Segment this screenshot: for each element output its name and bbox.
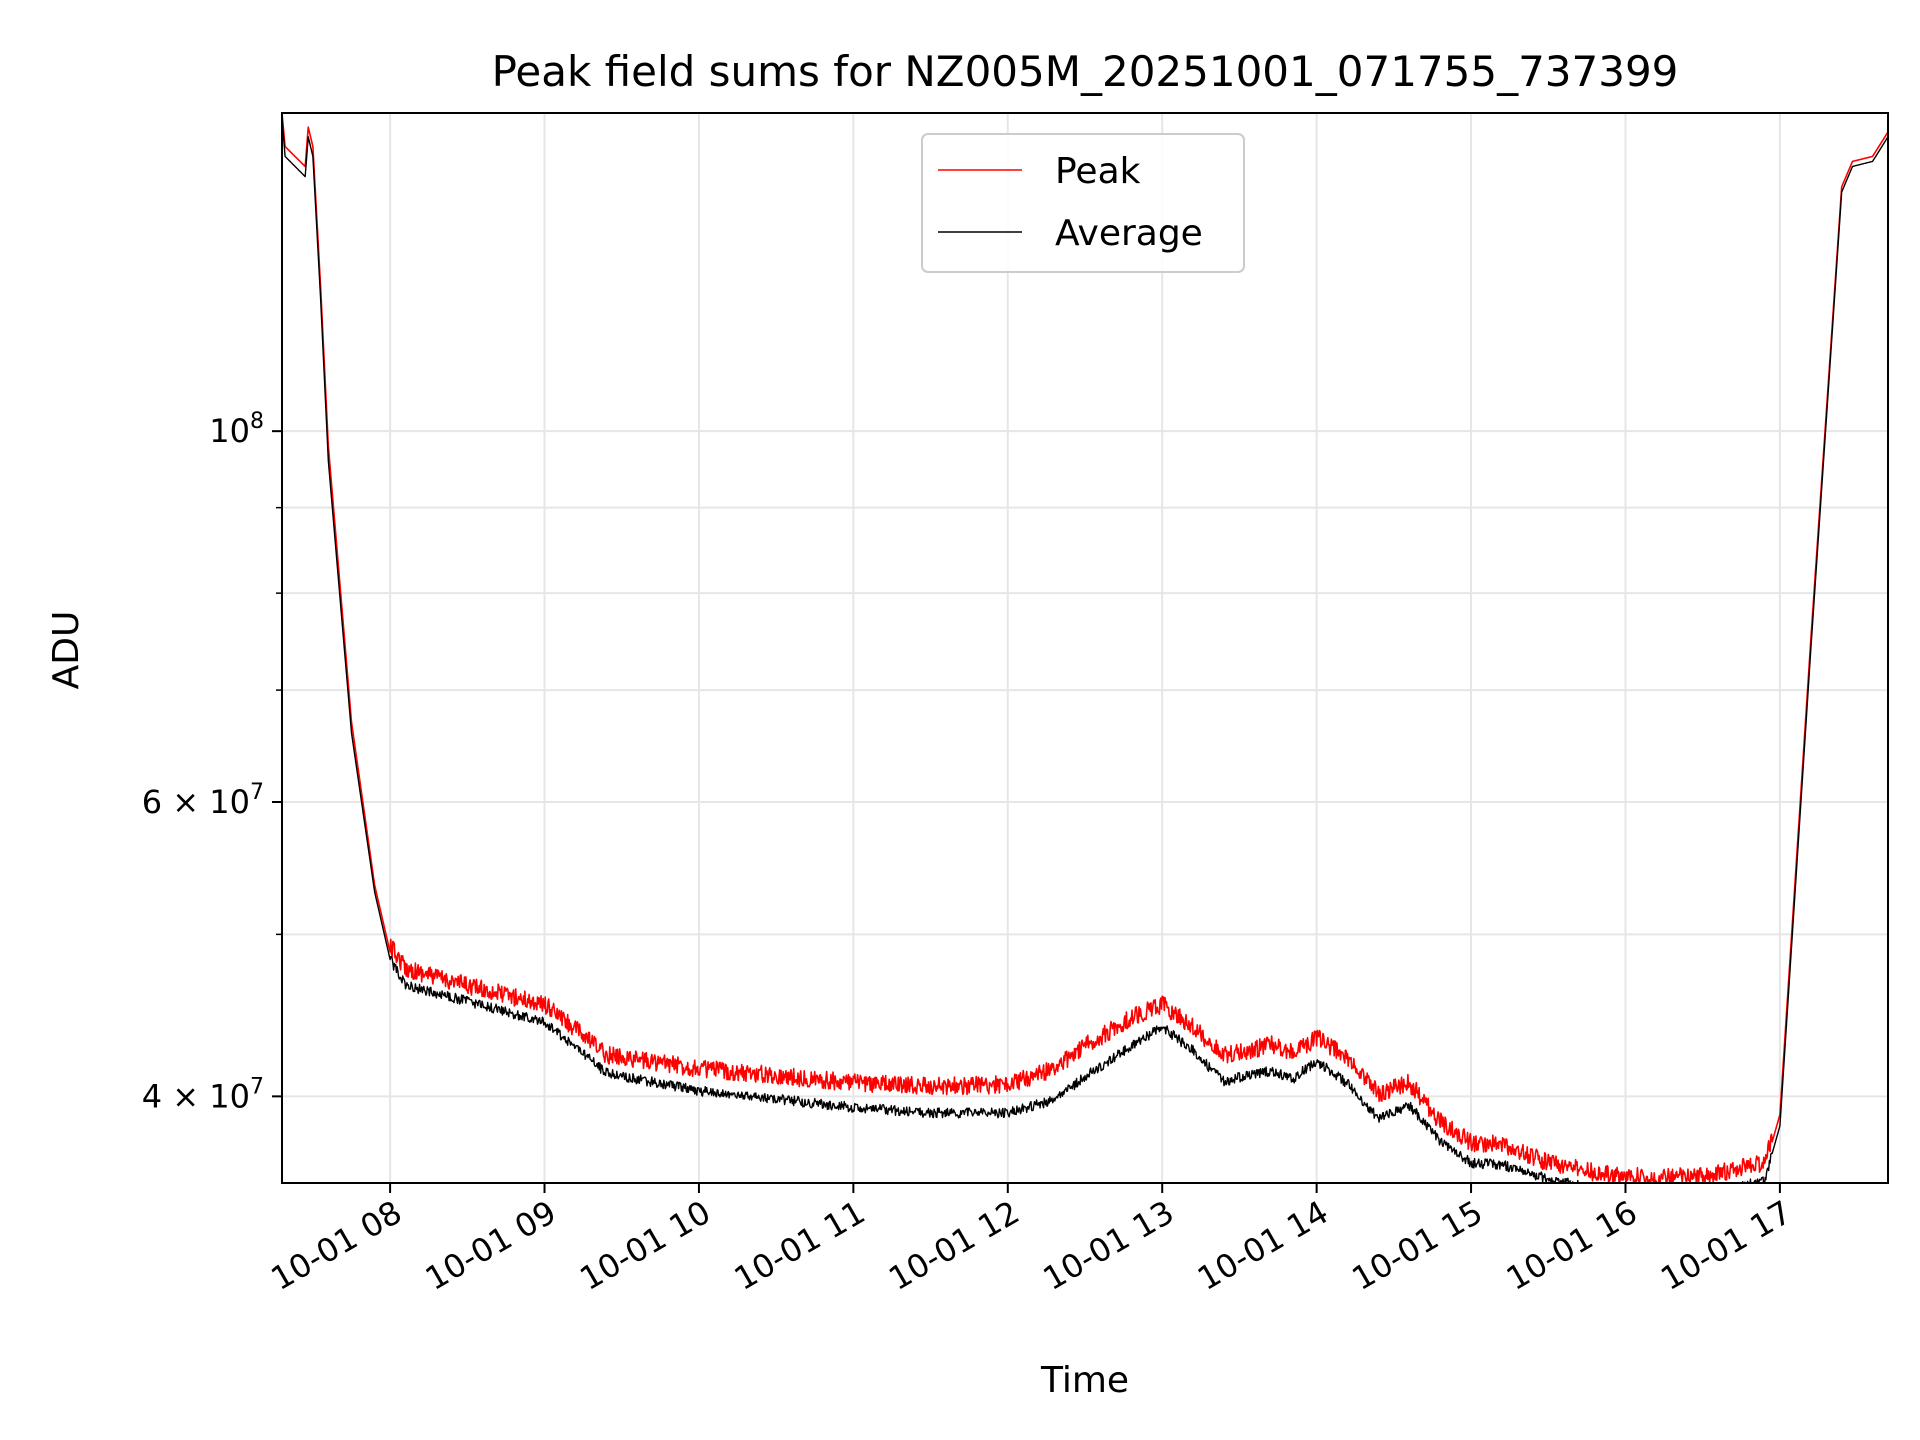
grid-layer [282, 113, 1888, 1183]
y-tick-label: 6 × 107 [142, 780, 264, 821]
plot-frame [281, 112, 1889, 1184]
legend-peak-label: Peak [1055, 151, 1141, 192]
plot-series-area [282, 113, 1888, 1183]
y-axis: 108 6 × 107 4 × 107 [142, 409, 282, 1115]
series-line-average [282, 117, 1888, 1183]
y-tick-label: 4 × 107 [142, 1074, 264, 1115]
legend-box [921, 133, 1245, 273]
x-axis-label: Time [1040, 1360, 1129, 1401]
legend: Peak Average [921, 133, 1245, 273]
series-layer [282, 113, 1888, 1183]
legend-average-label: Average [1055, 213, 1203, 254]
y-axis-label: ADU [46, 611, 87, 690]
chart-title: Peak field sums for NZ005M_20251001_0717… [492, 47, 1679, 96]
y-tick-label: 108 [209, 409, 264, 450]
series-line-peak [282, 113, 1888, 1183]
